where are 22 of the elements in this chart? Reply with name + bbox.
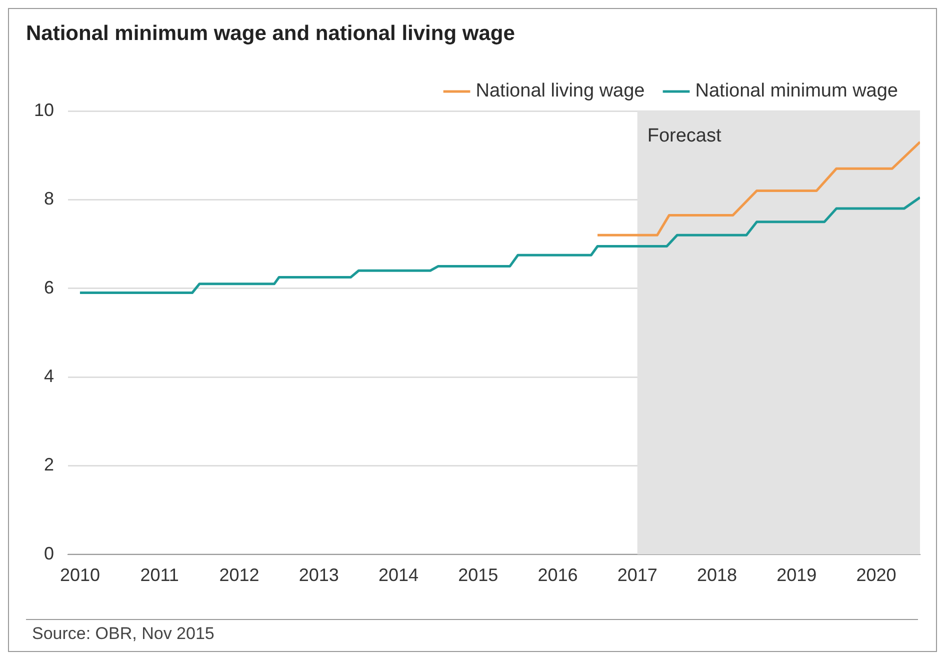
x-tick-label: 2012 xyxy=(219,565,260,586)
legend-label: National living wage xyxy=(476,80,645,102)
y-tick-label: 4 xyxy=(44,366,54,386)
y-tick-label: 10 xyxy=(34,100,54,120)
band-label: Forecast xyxy=(647,126,722,147)
source-note: Source: OBR, Nov 2015 xyxy=(32,624,214,644)
x-tick-label: 2017 xyxy=(617,565,658,586)
y-tick-label: 8 xyxy=(44,188,54,209)
x-tick-label: 2016 xyxy=(538,565,578,586)
chart-title: National minimum wage and national living wage xyxy=(26,22,515,46)
y-tick-label: 0 xyxy=(44,543,54,564)
x-tick-label: 2018 xyxy=(696,565,737,586)
y-tick-label: 2 xyxy=(44,454,54,475)
x-tick-label: 2014 xyxy=(378,565,418,586)
x-tick-label: 2011 xyxy=(140,565,179,586)
x-tick-label: 2010 xyxy=(60,565,100,586)
x-tick-label: 2015 xyxy=(458,565,498,586)
legend-label: National minimum wage xyxy=(695,80,898,102)
x-tick-label: 2013 xyxy=(298,565,339,586)
x-tick-label: 2020 xyxy=(856,565,896,586)
y-tick-label: 6 xyxy=(44,277,54,298)
x-tick-label: 2019 xyxy=(776,565,817,586)
